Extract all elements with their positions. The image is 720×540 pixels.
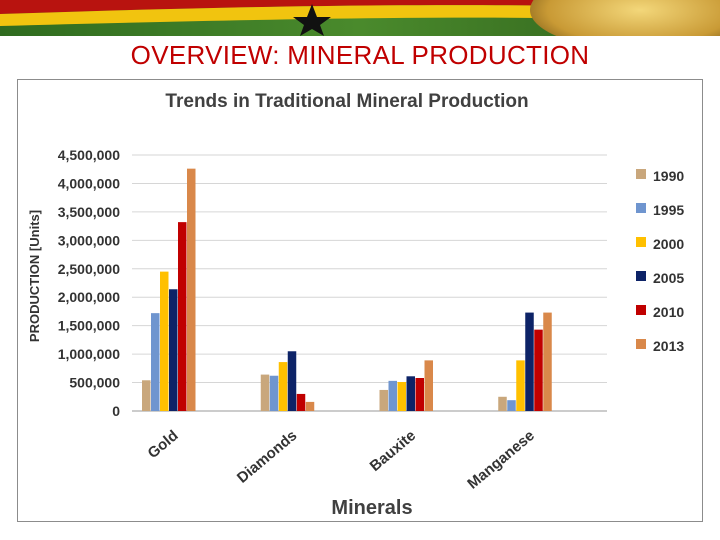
flag-banner-image [0, 0, 720, 36]
gridlines [132, 154, 607, 412]
bar-bauxite-2013 [424, 360, 433, 411]
bar-gold-2000 [160, 271, 169, 411]
y-axis-label: PRODUCTION [Units] [27, 210, 42, 342]
legend-swatch [636, 169, 646, 179]
bar-diamonds-1995 [269, 375, 279, 411]
bar-gold-1995 [151, 313, 160, 411]
bar-bauxite-2010 [415, 378, 424, 411]
category-label: Bauxite [367, 427, 419, 475]
bar-manganese-1995 [507, 400, 516, 411]
bar-manganese-2010 [534, 329, 543, 411]
legend-swatch [636, 305, 646, 315]
chart-title: Trends in Traditional Mineral Production [165, 91, 528, 112]
legend: 1990 1995 2000 2005 2010 2013 [636, 168, 684, 354]
legend-label: 1990 [653, 168, 684, 184]
coin-icon [530, 0, 720, 36]
bar-gold-2005 [169, 289, 178, 411]
y-axis-ticks: 0 500,000 1,000,000 1,500,000 2,000,000 2,500… [58, 147, 121, 419]
category-label: Gold [144, 427, 181, 462]
legend-label: 1995 [653, 202, 684, 218]
category-label: Manganese [464, 427, 538, 493]
bar-bauxite-2000 [397, 381, 406, 411]
chart-frame [17, 79, 703, 522]
legend-swatch [636, 237, 646, 247]
bar-bauxite-2005 [406, 376, 415, 411]
page-title: OVERVIEW: MINERAL PRODUCTION [130, 40, 590, 70]
legend-swatch [636, 203, 646, 213]
bar-chart: Trends in Traditional Mineral Production… [27, 91, 684, 519]
bar-gold-2010 [178, 222, 187, 411]
y-tick-label: 0 [112, 403, 120, 419]
category-label: Diamonds [234, 427, 300, 487]
y-tick-label: 4,000,000 [58, 175, 120, 191]
category-labels: Gold Diamonds Bauxite Manganese [144, 427, 537, 493]
legend-label: 2010 [653, 304, 684, 320]
y-tick-label: 2,000,000 [58, 289, 120, 305]
y-tick-label: 2,500,000 [58, 261, 120, 277]
y-tick-label: 3,500,000 [58, 204, 120, 220]
bar-diamonds-1990 [260, 374, 270, 411]
legend-label: 2005 [653, 270, 684, 286]
black-star-icon [293, 4, 331, 36]
bar-diamonds-2013 [305, 401, 315, 411]
legend-swatch [636, 339, 646, 349]
bar-gold-1990 [142, 380, 151, 411]
bar-bauxite-1990 [379, 389, 388, 411]
y-tick-label: 3,000,000 [58, 232, 120, 248]
bar-manganese-2013 [543, 312, 552, 411]
bar-diamonds-2010 [296, 393, 306, 411]
y-tick-label: 1,000,000 [58, 346, 120, 362]
y-tick-label: 1,500,000 [58, 318, 120, 334]
bar-gold-2013 [187, 168, 196, 411]
bar-diamonds-2005 [287, 351, 297, 411]
bar-bauxite-1995 [388, 380, 397, 411]
y-tick-label: 4,500,000 [58, 147, 120, 163]
x-axis-label: Minerals [331, 497, 412, 519]
bar-manganese-2000 [516, 360, 525, 411]
legend-label: 2000 [653, 236, 684, 252]
bar-diamonds-2000 [278, 362, 288, 411]
bars [142, 168, 552, 411]
legend-label: 2013 [653, 338, 684, 354]
legend-swatch [636, 271, 646, 281]
bar-manganese-1990 [498, 396, 507, 411]
y-tick-label: 500,000 [69, 375, 120, 391]
bar-manganese-2005 [525, 312, 534, 411]
header-banner [0, 0, 720, 36]
